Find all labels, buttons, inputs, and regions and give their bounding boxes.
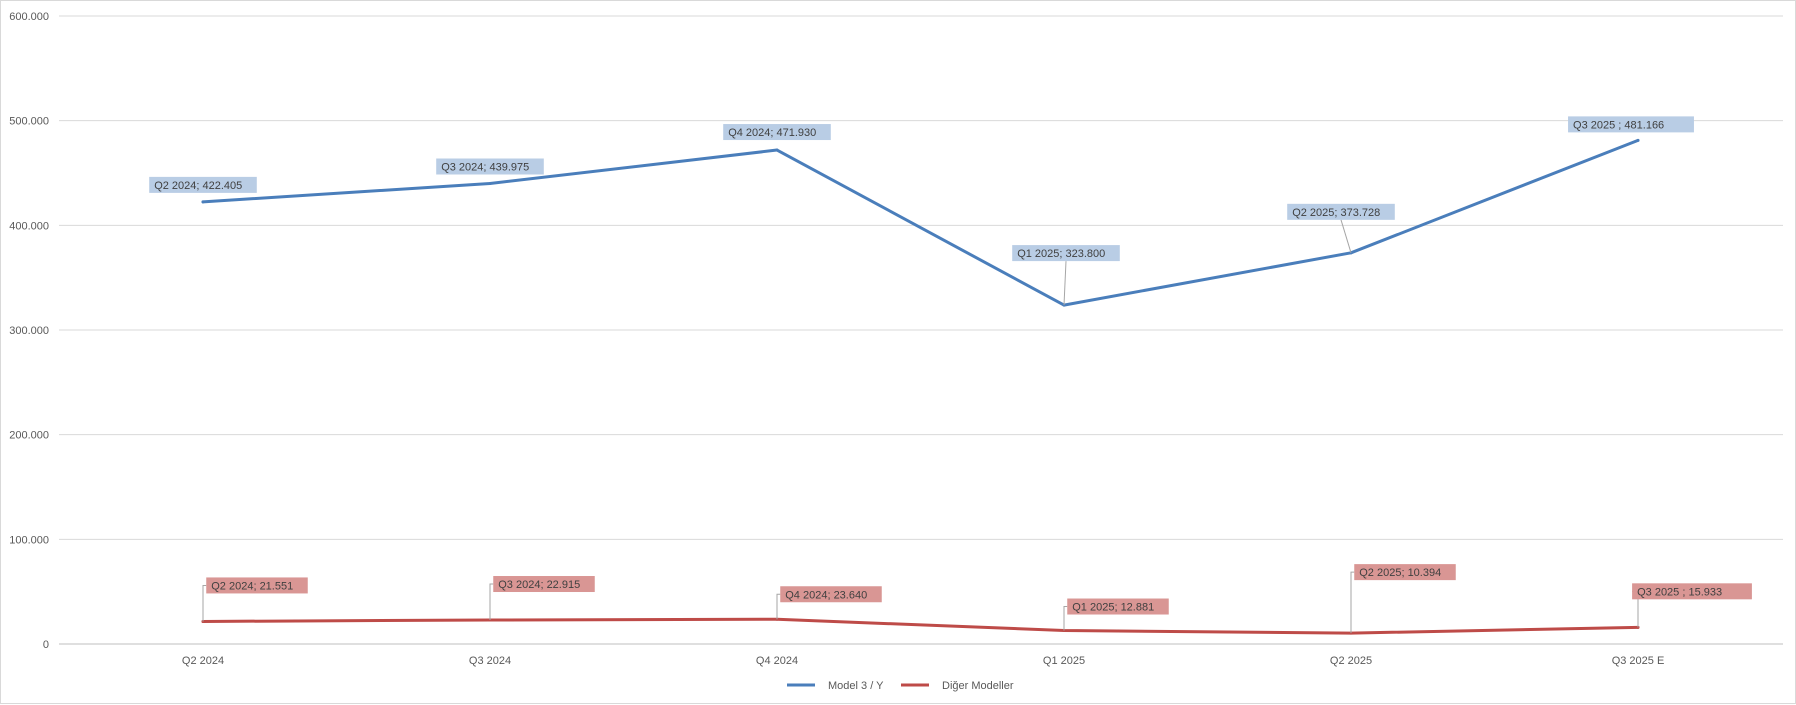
x-tick-label: Q2 2025 <box>1330 655 1372 667</box>
data-label-box <box>1568 116 1694 133</box>
data-label-box <box>436 158 544 175</box>
leader-line <box>1350 571 1355 634</box>
series-line <box>201 617 1640 635</box>
data-point <box>201 200 205 204</box>
y-tick-label: 200.000 <box>9 430 49 442</box>
data-point <box>775 148 779 152</box>
data-label-box <box>1354 564 1456 581</box>
data-label-box <box>1632 583 1752 600</box>
data-point <box>1636 138 1640 142</box>
data-label: Q2 2024; 422.405 <box>154 180 242 192</box>
data-label-box <box>206 577 308 594</box>
data-label-box <box>1067 598 1169 615</box>
data-label: Q2 2024; 21.551 <box>211 580 293 592</box>
x-tick-label: Q1 2025 <box>1043 655 1085 667</box>
data-label: Q4 2024; 23.640 <box>785 589 867 601</box>
leader-line <box>202 584 207 622</box>
y-tick-label: 500.000 <box>9 116 49 128</box>
leader-line <box>1340 219 1352 253</box>
leader-line <box>1063 606 1068 631</box>
y-tick-label: 0 <box>43 639 49 651</box>
legend-label: Model 3 / Y <box>828 680 884 692</box>
leader-line <box>1063 261 1067 306</box>
data-label: Q1 2025; 323.800 <box>1017 248 1105 260</box>
data-label: Q3 2024; 439.975 <box>441 161 529 173</box>
data-label: Q2 2025; 10.394 <box>1359 567 1441 579</box>
data-label: Q3 2025 ; 15.933 <box>1637 586 1722 598</box>
data-label: Q1 2025; 12.881 <box>1072 602 1154 614</box>
x-tick-label: Q2 2024 <box>182 655 224 667</box>
data-label-box <box>149 176 257 193</box>
data-label-box <box>780 586 882 603</box>
data-label: Q4 2024; 471.930 <box>728 127 816 139</box>
y-tick-label: 600.000 <box>9 11 49 23</box>
leader-line <box>489 583 494 621</box>
data-label-box <box>1012 245 1120 262</box>
data-label: Q3 2025 ; 481.166 <box>1573 119 1664 131</box>
x-tick-label: Q4 2024 <box>756 655 798 667</box>
legend-label: Diğer Modeller <box>942 680 1014 692</box>
data-label: Q3 2024; 22.915 <box>498 579 580 591</box>
series-line <box>201 138 1640 307</box>
x-tick-label: Q3 2025 E <box>1612 655 1665 667</box>
data-label-box <box>723 124 831 141</box>
y-tick-label: 300.000 <box>9 325 49 337</box>
data-label: Q2 2025; 373.728 <box>1292 207 1380 219</box>
y-tick-label: 100.000 <box>9 534 49 546</box>
data-label-box <box>1287 203 1395 220</box>
data-point <box>488 181 492 185</box>
data-label-box <box>493 576 595 593</box>
y-tick-label: 400.000 <box>9 220 49 232</box>
leader-line <box>776 593 781 620</box>
x-tick-label: Q3 2024 <box>469 655 511 667</box>
